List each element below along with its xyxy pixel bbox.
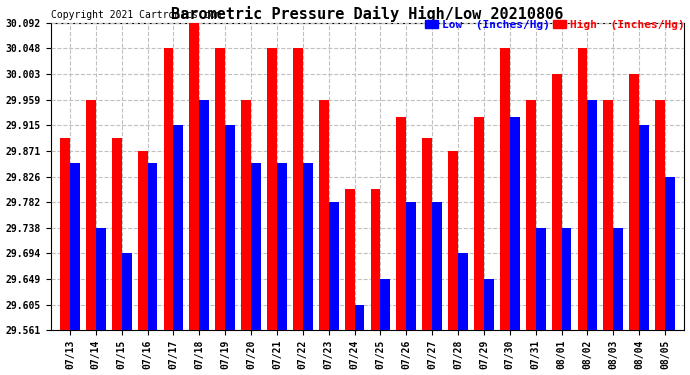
Bar: [526, 100, 535, 330]
Bar: [665, 177, 675, 330]
Bar: [199, 100, 209, 330]
Bar: [60, 138, 70, 330]
Bar: [500, 48, 510, 330]
Bar: [190, 23, 199, 330]
Bar: [225, 125, 235, 330]
Bar: [639, 125, 649, 330]
Bar: [293, 48, 303, 330]
Bar: [148, 164, 157, 330]
Legend: Low  (Inches/Hg), High  (Inches/Hg): Low (Inches/Hg), High (Inches/Hg): [425, 20, 684, 30]
Bar: [86, 100, 96, 330]
Bar: [251, 164, 261, 330]
Bar: [121, 253, 132, 330]
Bar: [277, 164, 287, 330]
Bar: [328, 202, 339, 330]
Bar: [562, 228, 571, 330]
Bar: [474, 117, 484, 330]
Bar: [380, 279, 391, 330]
Bar: [70, 164, 80, 330]
Bar: [406, 202, 416, 330]
Bar: [587, 100, 598, 330]
Bar: [215, 48, 225, 330]
Bar: [510, 117, 520, 330]
Bar: [319, 100, 328, 330]
Bar: [604, 100, 613, 330]
Bar: [629, 74, 639, 330]
Bar: [484, 279, 494, 330]
Bar: [397, 117, 406, 330]
Bar: [345, 189, 355, 330]
Text: Copyright 2021 Cartronics.com: Copyright 2021 Cartronics.com: [50, 10, 221, 20]
Bar: [432, 202, 442, 330]
Bar: [241, 100, 251, 330]
Bar: [355, 305, 364, 330]
Bar: [96, 228, 106, 330]
Bar: [552, 74, 562, 330]
Bar: [112, 138, 121, 330]
Bar: [422, 138, 432, 330]
Bar: [458, 253, 468, 330]
Bar: [656, 100, 665, 330]
Bar: [267, 48, 277, 330]
Bar: [613, 228, 623, 330]
Bar: [138, 151, 148, 330]
Bar: [164, 48, 173, 330]
Title: Barometric Pressure Daily High/Low 20210806: Barometric Pressure Daily High/Low 20210…: [171, 6, 564, 21]
Bar: [371, 189, 380, 330]
Bar: [535, 228, 546, 330]
Bar: [578, 48, 587, 330]
Bar: [303, 164, 313, 330]
Bar: [173, 125, 184, 330]
Bar: [448, 151, 458, 330]
